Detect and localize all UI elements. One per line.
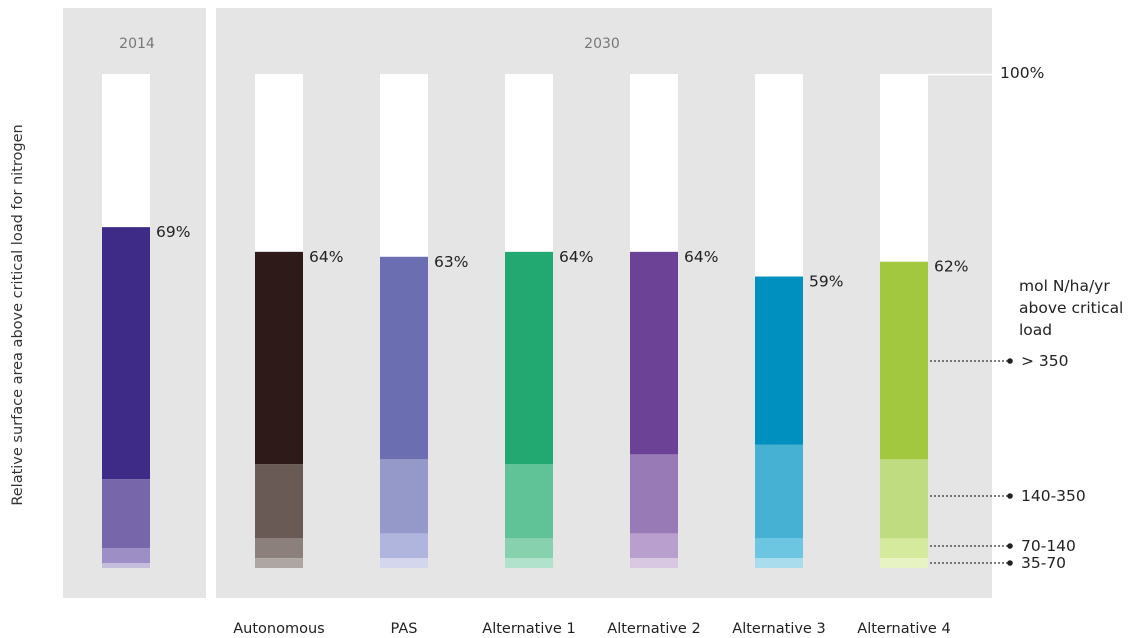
bar-alternative-4: [880, 74, 928, 568]
bar-alternative-3-segment-35-70: [755, 558, 803, 568]
bar-alternative-4-segment-140-350: [880, 459, 928, 539]
legend-item-140-350-label: 140-350: [1021, 487, 1086, 505]
bar-2014-segment-350: [102, 227, 150, 480]
legend-item-70-140-dot: [1007, 543, 1013, 549]
x-tick-label-alternative-2: Alternative 2: [607, 621, 700, 637]
bar-alternative-3-segment-70-140: [755, 538, 803, 559]
bar-alternative-3: [755, 74, 803, 568]
bar-alternative-4-segment-35-70: [880, 558, 928, 568]
x-tick-label-alternative-1: Alternative 1: [482, 621, 575, 637]
bar-alternative-2-segment-35-70: [630, 558, 678, 568]
total-label-2014: 69%: [156, 223, 190, 241]
tick-label-100: 100%: [1000, 64, 1044, 82]
legend-item-70-140-label: 70-140: [1021, 537, 1076, 555]
bar-alternative-1-segment-35-70: [505, 558, 553, 568]
bar-autonomous-segment-140-350: [255, 464, 303, 539]
panel-2014-label: 2014: [119, 36, 155, 52]
panel-2030-label: 2030: [584, 36, 620, 52]
bar-2014-segment-140-350: [102, 479, 150, 549]
bar-alternative-1-segment-140-350: [505, 464, 553, 539]
legend-item-350-label: > 350: [1021, 352, 1069, 370]
bar-pas-segment-70-140: [380, 533, 428, 559]
bar-alternative-4-segment-70-140: [880, 538, 928, 559]
total-label-alternative-3: 59%: [809, 273, 843, 291]
legend-item-350-dot: [1007, 358, 1013, 364]
bar-pas-segment-35-70: [380, 558, 428, 568]
x-tick-label-alternative-4: Alternative 4: [857, 621, 950, 637]
x-tick-label-autonomous: Autonomous: [233, 621, 324, 637]
bar-autonomous-segment-350: [255, 251, 303, 465]
legend-item-35-70-dot: [1007, 560, 1013, 566]
legend-item-35-70-label: 35-70: [1021, 554, 1066, 572]
bar-alternative-4-segment-350: [880, 261, 928, 460]
bar-2014-segment-35-70: [102, 563, 150, 568]
bar-alternative-3-segment-140-350: [755, 444, 803, 539]
x-tick-label-alternative-3: Alternative 3: [732, 621, 825, 637]
total-label-alternative-2: 64%: [684, 248, 718, 266]
bar-pas: [380, 74, 428, 568]
bar-pas-segment-140-350: [380, 459, 428, 534]
labels-layer: 100% 69% 64% Autonomous 63% PAS 64% Alternative…: [156, 64, 1044, 637]
bar-alternative-1: [505, 74, 553, 568]
total-label-alternative-1: 64%: [559, 248, 593, 266]
bar-pas-segment-350: [380, 256, 428, 460]
bar-2014: [102, 74, 150, 568]
total-label-alternative-4: 62%: [934, 258, 968, 276]
bar-alternative-3-segment-350: [755, 276, 803, 445]
bar-alternative-2: [630, 74, 678, 568]
bars-layer: [102, 74, 928, 568]
bar-alternative-2-segment-140-350: [630, 454, 678, 534]
bar-alternative-1-segment-350: [505, 251, 553, 465]
legend-title-line-2: above critical: [1019, 299, 1123, 317]
bar-alternative-2-segment-70-140: [630, 533, 678, 559]
bar-autonomous-segment-35-70: [255, 558, 303, 568]
legend-layer: mol N/ha/yr above critical load > 350 140-35…: [930, 277, 1123, 572]
panel-2030-background: [216, 8, 992, 598]
bar-alternative-1-segment-70-140: [505, 538, 553, 559]
bar-alternative-2-segment-350: [630, 251, 678, 455]
x-tick-label-pas: PAS: [391, 621, 418, 637]
legend-title-line-3: load: [1019, 321, 1052, 339]
y-axis-label: Relative surface area above critical loa…: [10, 124, 26, 505]
total-label-pas: 63%: [434, 253, 468, 271]
bar-autonomous-segment-70-140: [255, 538, 303, 559]
total-label-autonomous: 64%: [309, 248, 343, 266]
bar-autonomous: [255, 74, 303, 568]
legend-item-140-350-dot: [1007, 493, 1013, 499]
bar-2014-segment-70-140: [102, 548, 150, 564]
legend-title-line-1: mol N/ha/yr: [1019, 277, 1110, 295]
